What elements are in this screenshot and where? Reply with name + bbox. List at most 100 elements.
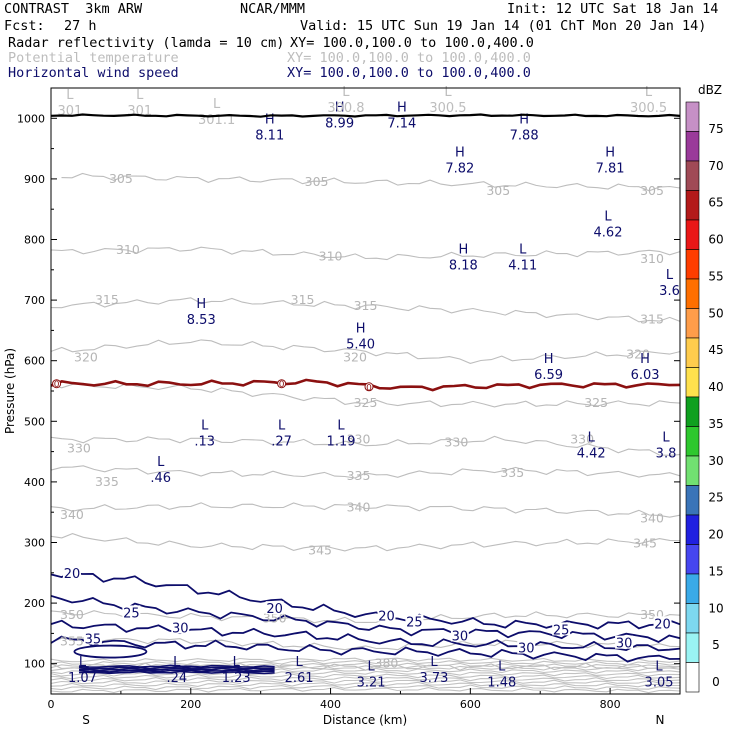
theta-label: 335 (500, 465, 524, 480)
wind-label: 20 (654, 617, 671, 632)
theta-contour-340 (51, 502, 680, 518)
isotherm-zero-label: 0 (279, 380, 285, 390)
isotherm-zero-marker (52, 379, 62, 389)
theta-contour-345 (51, 533, 680, 552)
colorbar-level: 30 (708, 454, 723, 468)
wind-label: 20 (64, 567, 81, 582)
isotherm-zero-label: 0 (366, 383, 372, 393)
x-end-left: S (82, 713, 90, 727)
isotherm-zero-marker (364, 382, 374, 392)
extremum-type: L (66, 88, 74, 103)
theta-contour-310 (51, 246, 680, 261)
extremum-value: 7.14 (387, 116, 416, 131)
x-tick-label: 800 (600, 698, 621, 711)
wind-label-bg (83, 631, 102, 645)
extremum-type: H (356, 321, 366, 336)
wind-contour-25 (51, 594, 680, 644)
wind-label: 30 (616, 637, 633, 652)
wind-label: 25 (123, 606, 140, 621)
y-tick-label: 200 (24, 597, 45, 610)
theta-label: 330 (67, 441, 91, 456)
extremum-value: 3.6 (659, 284, 680, 299)
extremum-type: H (458, 243, 468, 258)
upper-theta-line (51, 684, 680, 691)
theta-label: 355 (60, 633, 84, 648)
colorbar-level: 60 (708, 233, 723, 247)
y-tick-label: 600 (24, 355, 45, 368)
colorbar-swatch (685, 337, 700, 368)
extremum-value: 6.59 (534, 368, 563, 383)
theta-label: 310 (116, 242, 140, 257)
jet-core-line (78, 669, 275, 673)
y-tick-label: 400 (24, 476, 45, 489)
jet-core-line (78, 670, 275, 675)
extremum-value: .46 (150, 471, 171, 486)
theta-contour-305 (61, 172, 680, 192)
extremum-value: .24 (166, 671, 187, 686)
extremum-type: L (173, 655, 181, 670)
colorbar-swatch (685, 573, 700, 604)
extremum-type: L (430, 655, 438, 670)
extremum-type: H (397, 100, 407, 115)
colorbar-swatch (685, 308, 700, 339)
ground-line (51, 113, 680, 118)
field-name-wind: Horizontal wind speed (8, 65, 179, 81)
theta-label: 345 (633, 536, 657, 551)
extremum-value: 2.61 (285, 671, 314, 686)
upper-theta-line (51, 657, 680, 663)
colorbar-level: 0 (712, 675, 720, 689)
upper-theta-line (51, 660, 680, 666)
upper-theta-line (51, 676, 680, 682)
theta-label: 330 (570, 431, 594, 446)
extremum-value: 1.07 (68, 671, 97, 686)
extremum-type: H (265, 112, 275, 127)
forecast-label: Fcst: (4, 18, 45, 34)
extremum-type: L (666, 268, 674, 283)
colorbar-level: 35 (708, 417, 723, 431)
extremum-value: 3.21 (357, 676, 386, 691)
upper-theta-line (51, 662, 680, 669)
theta-label: 340 (640, 510, 664, 525)
x-tick-label: 0 (48, 698, 55, 711)
theta-label: 310 (640, 251, 664, 266)
x-tick-label: 600 (460, 698, 481, 711)
wind-label: 20 (266, 602, 283, 617)
extremum-type: L (213, 97, 221, 112)
wind-label: 30 (172, 622, 189, 637)
jet-core-line (78, 664, 275, 669)
colorbar-swatch (685, 485, 700, 516)
field-name-reflectivity: Radar reflectivity (lamda = 10 cm) (8, 35, 285, 51)
colorbar-unit: dBZ (698, 83, 722, 97)
y-tick-label: 300 (24, 537, 45, 550)
colorbar-swatch (685, 219, 700, 250)
theta-contours (51, 172, 680, 671)
colorbar-swatch (685, 367, 700, 398)
wind-label-bg (171, 620, 190, 634)
extremum-type: H (455, 146, 465, 161)
wind-label: 25 (406, 615, 423, 630)
extremum-type: L (295, 655, 303, 670)
extremum-type: L (157, 455, 165, 470)
colorbar-swatch (685, 514, 700, 545)
extremum-value: 300.8 (327, 101, 364, 116)
upper-theta-line (51, 687, 680, 694)
y-axis-label: Pressure (hPa) (3, 348, 17, 434)
wind-label-bg (450, 628, 469, 642)
extremum-type: L (201, 418, 209, 433)
colorbar-swatch (685, 160, 700, 191)
theta-label: 350 (60, 607, 84, 622)
tropopause-band (51, 657, 680, 694)
wind-label-bg (122, 605, 141, 619)
y-tick-label: 700 (24, 294, 45, 307)
y-tick-label: 800 (24, 234, 45, 247)
theta-label: 315 (291, 292, 315, 307)
y-tick-label: 100 (24, 658, 45, 671)
extremum-value: 8.53 (187, 313, 216, 328)
wind-contour-35 (51, 635, 680, 663)
colorbar-level: 25 (708, 491, 723, 505)
extremum-type: L (79, 655, 87, 670)
x-end-right: N (656, 713, 665, 727)
colorbar-level: 50 (708, 306, 723, 320)
extremum-type: L (498, 660, 506, 675)
